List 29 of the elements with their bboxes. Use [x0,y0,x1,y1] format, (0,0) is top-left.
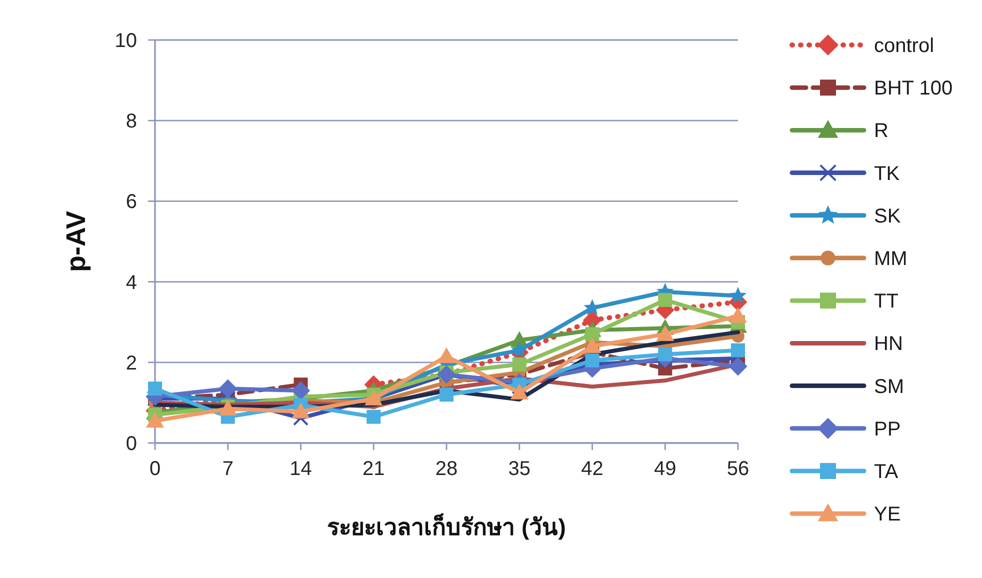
y-tick-label: 4 [126,272,137,294]
y-tick-label: 8 [126,110,137,133]
legend-label: TA [874,461,899,483]
x-tick-label: 49 [654,458,676,480]
x-tick-label: 35 [508,458,530,480]
legend-label: SM [874,376,904,398]
x-tick-label: 28 [435,458,458,480]
legend-label: control [874,35,934,57]
x-tick-label: 7 [222,458,234,480]
legend-label: BHT 100 [874,78,953,100]
legend-label: TK [874,162,900,185]
legend-label: TT [874,290,898,313]
x-tick-label: 21 [362,458,385,480]
x-tick-label: 56 [726,458,750,480]
x-tick-label: 0 [149,458,161,480]
y-axis-title: p-AV [61,211,91,272]
legend-label: YE [874,504,901,526]
legend-label: MM [874,248,908,270]
y-tick-label: 0 [126,433,137,455]
legend-label: PP [874,418,901,440]
legend-label: HN [874,333,903,356]
legend-label: SK [874,205,902,228]
x-tick-label: 14 [290,458,312,480]
x-tick-label: 42 [581,458,604,480]
legend-label: R [874,120,888,142]
y-tick-label: 10 [114,30,137,52]
x-axis-title: ระยะเวลาเก็บรักษา (วัน) [327,512,566,540]
y-tick-label: 2 [126,352,137,374]
y-tick-label: 6 [126,191,137,214]
